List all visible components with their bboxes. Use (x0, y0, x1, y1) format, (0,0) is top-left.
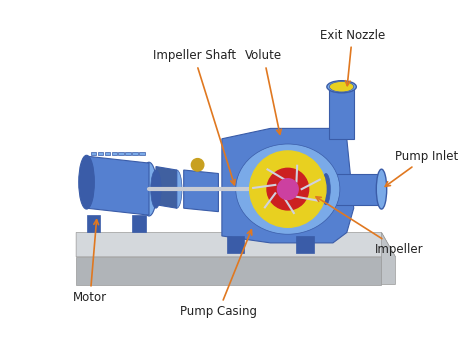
Polygon shape (222, 128, 354, 243)
Polygon shape (139, 152, 145, 155)
Polygon shape (184, 170, 219, 212)
Polygon shape (126, 152, 131, 155)
Ellipse shape (329, 82, 354, 92)
Polygon shape (76, 232, 395, 257)
Polygon shape (87, 215, 100, 232)
Text: Pump Inlet: Pump Inlet (385, 150, 459, 186)
Text: Volute: Volute (245, 50, 282, 134)
Circle shape (191, 159, 204, 171)
Polygon shape (91, 152, 96, 155)
Ellipse shape (327, 81, 356, 93)
Text: Impeller Shaft: Impeller Shaft (153, 50, 236, 185)
Ellipse shape (236, 144, 340, 234)
Polygon shape (227, 236, 245, 253)
Ellipse shape (377, 174, 386, 205)
Polygon shape (156, 167, 177, 208)
Ellipse shape (172, 170, 182, 208)
Circle shape (250, 151, 326, 227)
Polygon shape (76, 257, 382, 285)
Polygon shape (132, 152, 138, 155)
Text: Motor: Motor (73, 220, 107, 304)
Polygon shape (118, 152, 124, 155)
Polygon shape (329, 87, 354, 139)
Polygon shape (326, 174, 382, 205)
Polygon shape (296, 236, 314, 253)
Polygon shape (87, 156, 149, 215)
Polygon shape (98, 152, 103, 155)
Ellipse shape (151, 170, 161, 208)
Ellipse shape (376, 169, 387, 209)
Circle shape (267, 168, 309, 210)
Circle shape (277, 179, 298, 200)
Text: Pump Casing: Pump Casing (180, 230, 257, 318)
Text: Exit Nozzle: Exit Nozzle (320, 29, 385, 86)
Polygon shape (105, 152, 110, 155)
Polygon shape (382, 232, 395, 285)
Polygon shape (132, 215, 146, 232)
Ellipse shape (141, 162, 157, 216)
Polygon shape (111, 152, 117, 155)
Ellipse shape (322, 174, 330, 205)
Ellipse shape (79, 155, 94, 209)
Text: Impeller: Impeller (316, 197, 423, 256)
